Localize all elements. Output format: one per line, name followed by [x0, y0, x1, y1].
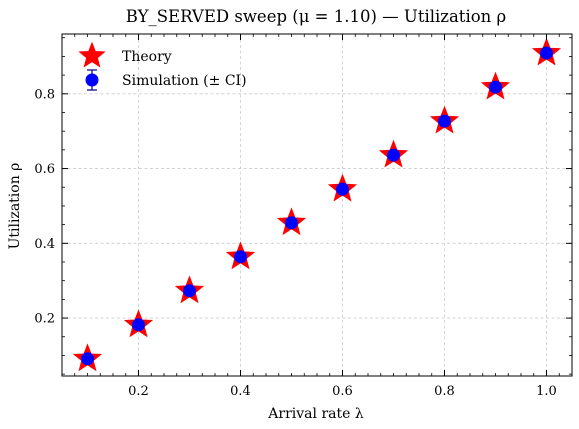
simulation-circle-point [234, 250, 247, 264]
simulation-circle-point [183, 284, 196, 298]
legend-theory-label: Theory [122, 49, 172, 65]
simulation-circle-point [285, 216, 298, 230]
axis-ticks: 0.2 0.4 0.6 0.8 1.0 0.2 0.4 0.6 0.8 [34, 34, 573, 399]
simulation-circle-point [387, 148, 400, 162]
data-marks [72, 37, 562, 372]
x-tick-label: 0.4 [230, 384, 251, 399]
x-tick-label: 1.0 [536, 384, 557, 399]
simulation-circle-point [489, 80, 502, 94]
legend-theory-star-marker [78, 41, 106, 68]
legend-simulation-circle-marker [85, 69, 99, 91]
legend: Theory Simulation (± CI) [78, 41, 247, 91]
legend-simulation-label: Simulation (± CI) [122, 73, 247, 89]
simulation-circle-point [336, 182, 349, 196]
simulation-circle-point [132, 318, 145, 332]
simulation-circle-point [438, 114, 451, 128]
y-tick-label: 0.6 [34, 162, 55, 177]
x-tick-label: 0.8 [434, 384, 455, 399]
simulation-circle-point [81, 352, 94, 366]
x-axis-label: Arrival rate λ [267, 406, 364, 422]
x-tick-label: 0.6 [332, 384, 353, 399]
y-axis-label: Utilization ρ [7, 163, 23, 250]
y-tick-label: 0.2 [34, 312, 55, 327]
x-tick-label: 0.2 [128, 384, 149, 399]
simulation-circle-point [540, 46, 553, 60]
y-tick-label: 0.8 [34, 87, 55, 102]
chart-title: BY_SERVED sweep (μ = 1.10) — Utilization… [126, 7, 506, 26]
grid-lines [62, 34, 572, 376]
legend-circle-shape [85, 73, 99, 87]
y-tick-label: 0.4 [34, 237, 55, 252]
legend-star-shape [78, 41, 106, 68]
